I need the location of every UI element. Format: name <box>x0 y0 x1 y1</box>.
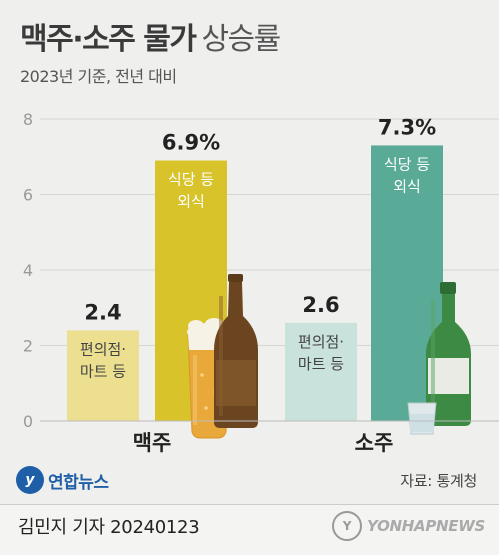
y-tick-label: 2 <box>23 337 33 356</box>
bar-inner-label: 편의점· <box>80 340 126 358</box>
bar-inner-label: 외식 <box>177 193 205 211</box>
y-tick-label: 6 <box>23 186 33 205</box>
illustrations <box>187 274 471 439</box>
data-label: 2.6 <box>302 293 339 317</box>
bar-inner-label: 외식 <box>393 177 421 195</box>
soju-bottle-icon <box>426 282 471 426</box>
title-row: 맥주·소주 물가 상승률 <box>20 14 281 58</box>
x-category-label: 맥주 <box>133 431 172 455</box>
data-source: 자료: 통계청 <box>400 472 477 490</box>
y-tick-label: 4 <box>23 261 33 280</box>
yonhap-logo: y 연합뉴스 <box>16 466 109 494</box>
chart-title: 맥주·소주 물가 <box>20 22 197 57</box>
yonhap-watermark-mark: Y <box>332 511 363 541</box>
soju-shot-glass-icon <box>407 402 437 435</box>
bar-inner-label: 식당 등 <box>384 155 430 173</box>
footer-bar <box>0 504 499 555</box>
bar-inner-label: 마트 등 <box>80 362 126 380</box>
bar <box>67 330 139 421</box>
data-label: 6.9% <box>162 131 220 155</box>
chart-subtitle: 2023년 기준, 전년 대비 <box>20 67 177 86</box>
bar-inner-label: 식당 등 <box>168 171 214 189</box>
yonhap-watermark-text: YONHAPNEWS <box>367 517 485 535</box>
chart-title-suffix: 상승률 <box>201 22 281 57</box>
data-label: 2.4 <box>84 300 121 324</box>
data-label: 7.3% <box>378 115 436 139</box>
yonhap-watermark: Y YONHAPNEWS <box>332 511 485 541</box>
y-tick-label: 0 <box>23 412 33 431</box>
bar-inner-label: 편의점· <box>298 333 344 351</box>
yonhap-logo-mark: y <box>16 466 44 494</box>
x-category-labels: 맥주 소주 <box>133 431 394 455</box>
bar <box>285 322 357 421</box>
beer-bottle-icon <box>214 274 258 428</box>
y-tick-labels: 0 2 4 6 8 <box>23 110 33 431</box>
y-tick-label: 8 <box>23 110 33 129</box>
x-category-label: 소주 <box>355 431 394 455</box>
bar-inner-label: 마트 등 <box>298 355 344 373</box>
yonhap-logo-text: 연합뉴스 <box>48 472 109 493</box>
author-credit: 김민지 기자 20240123 <box>18 517 200 538</box>
